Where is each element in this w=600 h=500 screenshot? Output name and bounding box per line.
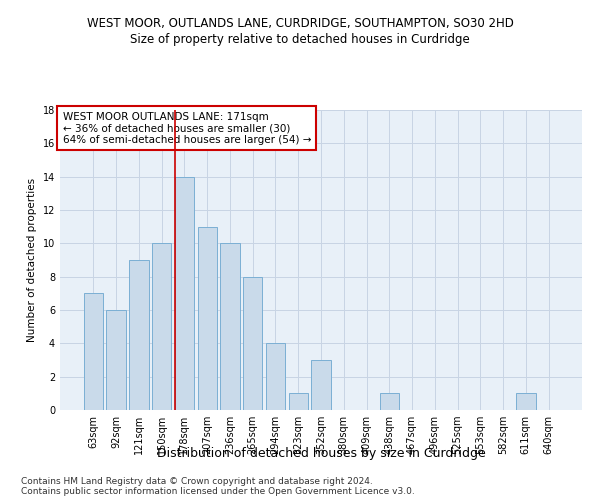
Text: WEST MOOR OUTLANDS LANE: 171sqm
← 36% of detached houses are smaller (30)
64% of: WEST MOOR OUTLANDS LANE: 171sqm ← 36% of… — [62, 112, 311, 144]
Text: WEST MOOR, OUTLANDS LANE, CURDRIDGE, SOUTHAMPTON, SO30 2HD: WEST MOOR, OUTLANDS LANE, CURDRIDGE, SOU… — [86, 18, 514, 30]
Bar — [197, 226, 217, 410]
Text: Distribution of detached houses by size in Curdridge: Distribution of detached houses by size … — [157, 448, 485, 460]
Bar — [175, 176, 194, 410]
Bar — [152, 244, 172, 410]
Bar — [289, 394, 308, 410]
Bar — [516, 394, 536, 410]
Bar — [311, 360, 331, 410]
Text: Contains HM Land Registry data © Crown copyright and database right 2024.: Contains HM Land Registry data © Crown c… — [21, 478, 373, 486]
Text: Contains public sector information licensed under the Open Government Licence v3: Contains public sector information licen… — [21, 488, 415, 496]
Y-axis label: Number of detached properties: Number of detached properties — [27, 178, 37, 342]
Text: Size of property relative to detached houses in Curdridge: Size of property relative to detached ho… — [130, 32, 470, 46]
Bar — [380, 394, 399, 410]
Bar — [84, 294, 103, 410]
Bar — [129, 260, 149, 410]
Bar — [106, 310, 126, 410]
Bar — [220, 244, 239, 410]
Bar — [266, 344, 285, 410]
Bar — [243, 276, 262, 410]
